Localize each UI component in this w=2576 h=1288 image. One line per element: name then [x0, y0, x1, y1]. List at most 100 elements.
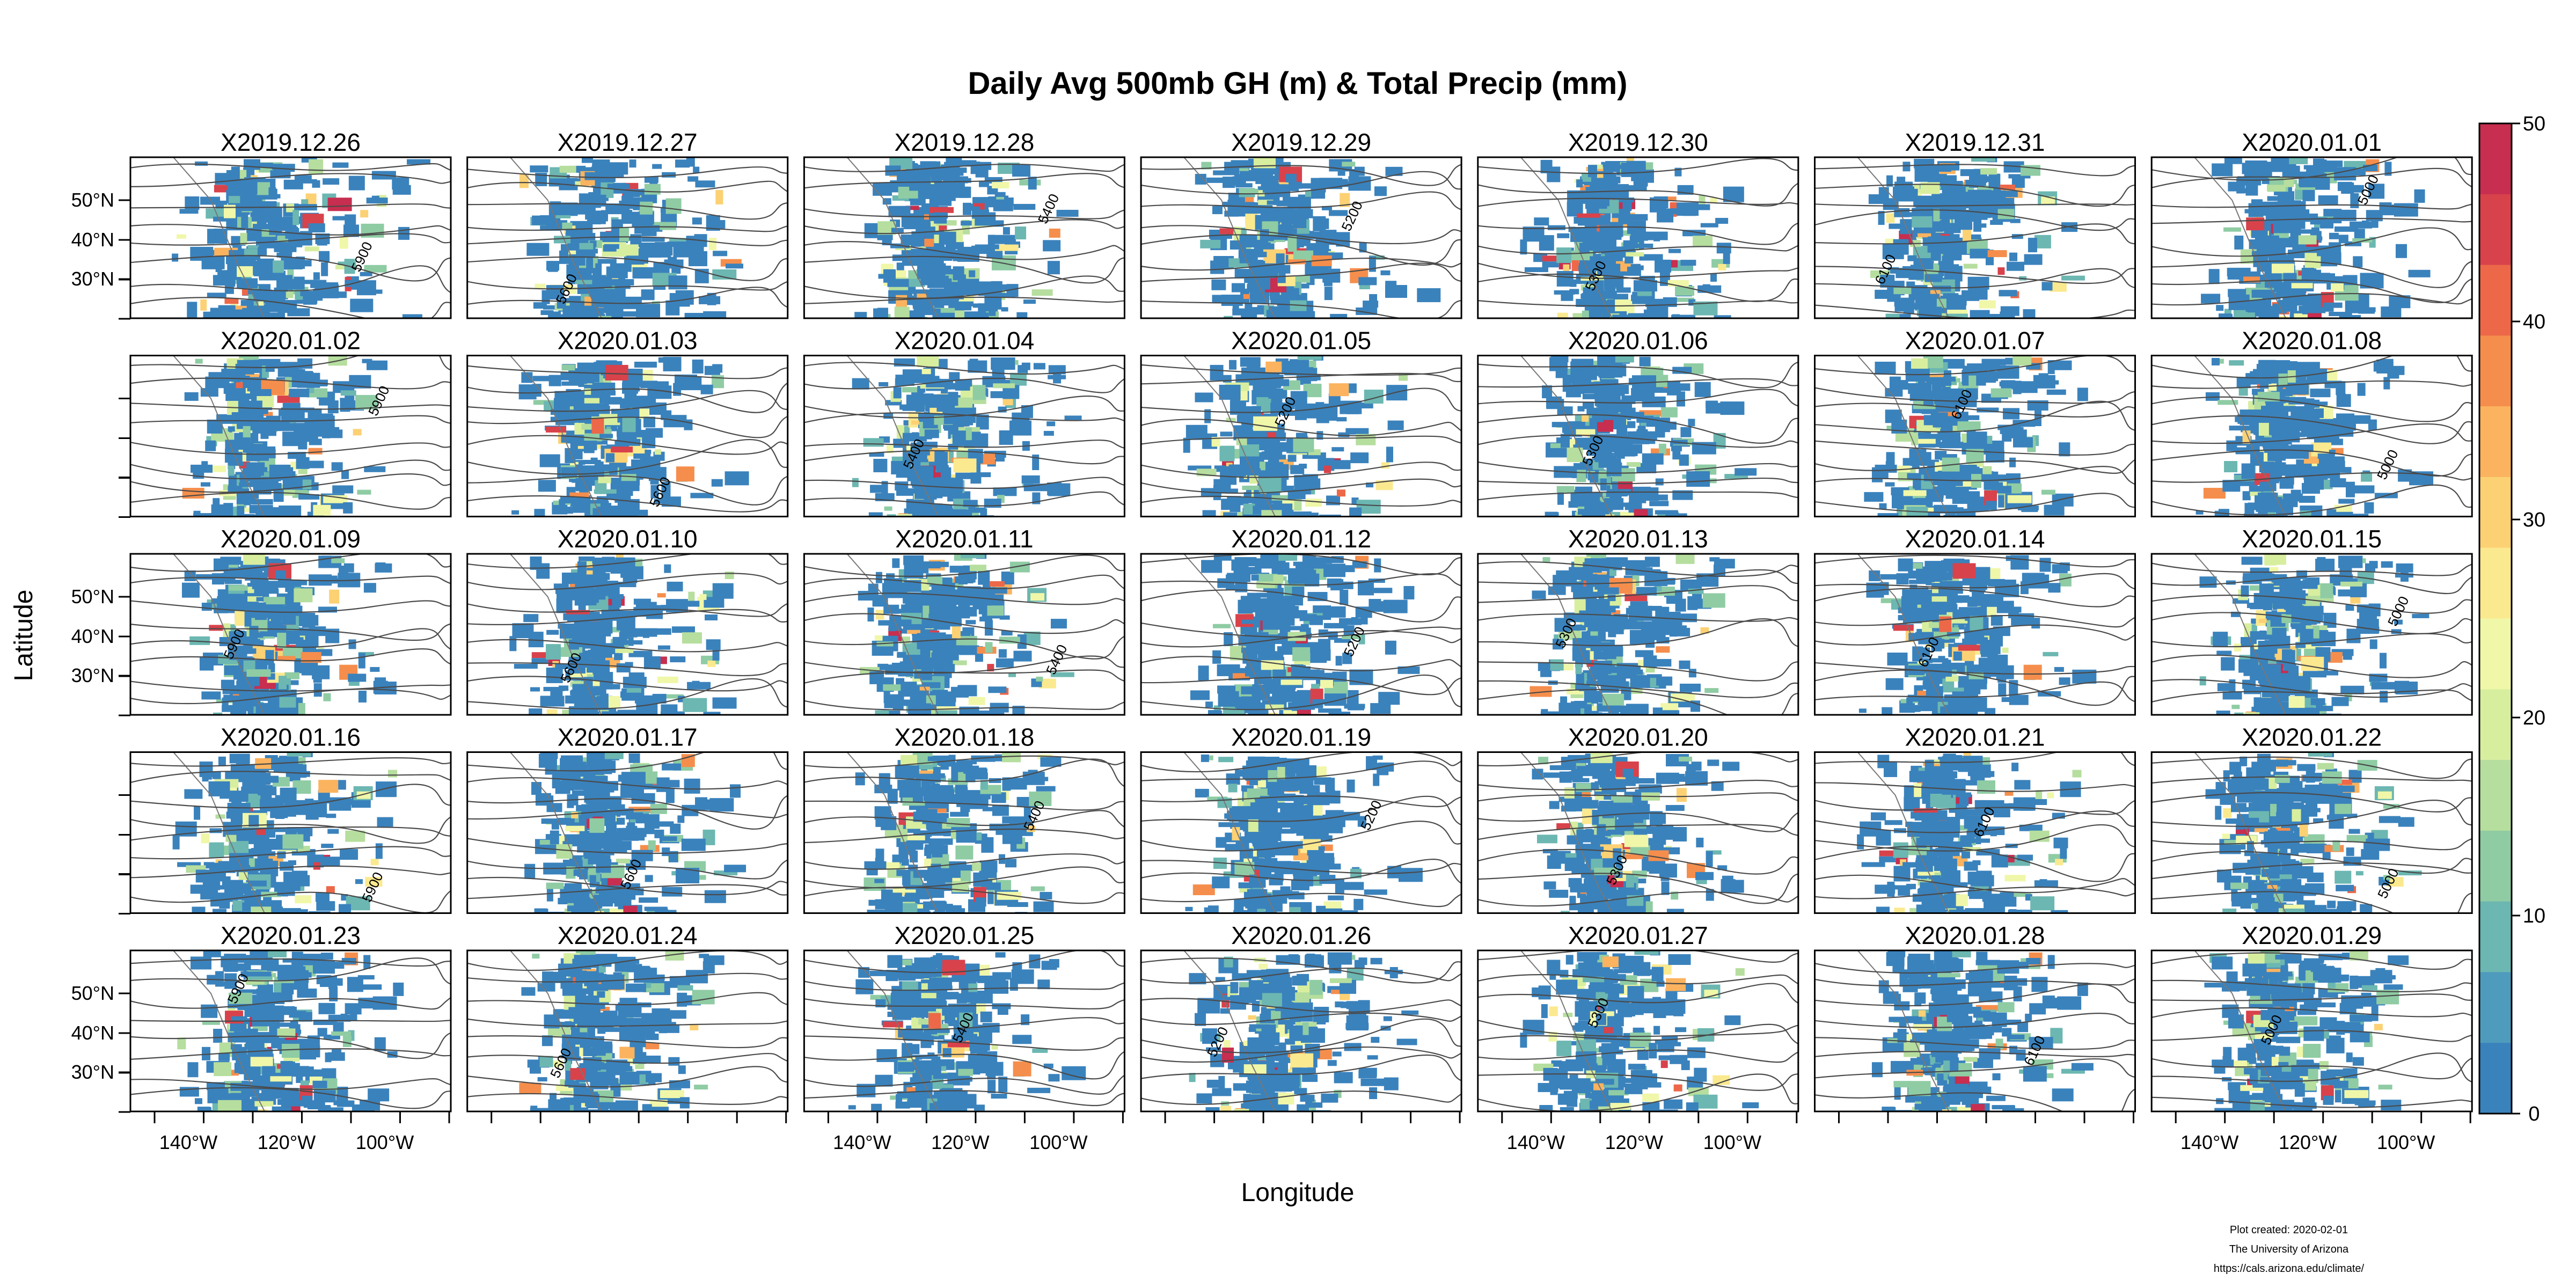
precip-cell	[1246, 605, 1258, 612]
precip-cell	[1378, 692, 1400, 705]
precip-cell	[523, 614, 539, 623]
precip-cell	[984, 292, 1002, 306]
precip-cell	[1912, 438, 1936, 444]
precip-cell	[914, 490, 931, 499]
panel-title: X2020.01.01	[2242, 128, 2382, 156]
precip-cell	[1636, 179, 1648, 187]
precip-cell	[612, 597, 621, 608]
precip-cell	[1349, 507, 1362, 516]
precip-cell	[587, 660, 610, 673]
precip-cell	[2242, 163, 2251, 174]
precip-cell	[1219, 228, 1240, 235]
precip-cell	[921, 705, 946, 710]
precip-cell	[205, 376, 217, 391]
gh-contour	[804, 491, 1125, 507]
precip-cell	[1323, 623, 1348, 628]
precip-cell	[1597, 420, 1614, 432]
precip-cell	[1232, 176, 1243, 181]
precip-cell	[595, 316, 612, 318]
precip-cell	[587, 409, 595, 416]
precip-cell	[1587, 165, 1597, 178]
precip-cell	[332, 216, 348, 221]
precip-cell	[954, 478, 963, 492]
precip-cell	[675, 159, 690, 168]
precip-cell	[1615, 356, 1634, 363]
precip-cell	[1324, 287, 1333, 301]
precip-cell	[953, 266, 964, 281]
precip-cell	[2023, 309, 2036, 318]
precip-cell	[282, 647, 303, 658]
precip-cell	[970, 206, 980, 211]
gh-contour	[1141, 191, 1462, 210]
precip-cell	[2331, 283, 2344, 291]
precip-cell	[2265, 235, 2279, 242]
precip-cell	[668, 275, 687, 290]
precip-cell	[1403, 586, 1415, 599]
precip-cell	[715, 189, 723, 204]
gh-contour	[804, 241, 1125, 260]
gh-contour	[1141, 462, 1462, 478]
precip-cell	[1327, 578, 1342, 588]
panel-frame	[1477, 355, 1799, 517]
precip-cell	[993, 199, 1013, 211]
precip-cell	[2208, 269, 2220, 284]
precip-cell	[1945, 313, 1968, 318]
precip-cell	[2364, 502, 2374, 514]
precip-cell	[519, 173, 529, 188]
panel-title: X2020.01.04	[894, 327, 1034, 355]
precip-cell	[296, 257, 305, 269]
precip-cell	[1333, 460, 1351, 470]
precip-cell	[1956, 295, 1967, 306]
precip-cell	[911, 602, 927, 606]
precip-cell	[228, 269, 241, 275]
precip-cell	[286, 203, 295, 213]
gh-contour	[1477, 245, 1798, 255]
precip-cell	[998, 649, 1007, 658]
precip-cell	[1289, 571, 1313, 584]
precip-cell	[1938, 165, 1960, 171]
precip-cell	[602, 650, 619, 655]
precip-cell	[992, 182, 1009, 189]
precip-cell	[699, 296, 721, 304]
precip-cell	[1356, 434, 1376, 445]
precip-cell	[2216, 358, 2224, 364]
gh-contour	[1477, 262, 1798, 279]
precip-cell	[1366, 482, 1374, 488]
precip-cell	[891, 461, 911, 475]
gh-contour	[804, 669, 1125, 684]
precip-cell	[323, 178, 340, 185]
precip-cell	[584, 433, 602, 442]
precip-cell	[1340, 712, 1350, 715]
precip-cell	[975, 472, 991, 478]
precip-cell	[1597, 264, 1621, 276]
precip-cell	[2024, 254, 2043, 265]
precip-cell	[2383, 377, 2390, 390]
precip-cell	[301, 199, 309, 206]
precip-cell	[1924, 274, 1942, 282]
precip-cell	[2285, 445, 2309, 459]
precip-cell	[671, 626, 695, 633]
precip-cell	[228, 585, 248, 591]
precip-cell	[2350, 221, 2373, 229]
precip-cell	[279, 697, 296, 708]
precip-cell	[1954, 481, 1976, 487]
precip-cell	[1615, 399, 1633, 409]
precip-cell	[1320, 679, 1334, 688]
precip-cell	[640, 380, 658, 389]
precip-cell	[259, 273, 281, 279]
precip-cell	[530, 165, 548, 173]
precip-cell	[1287, 196, 1311, 209]
precip-cell	[1677, 513, 1687, 517]
precip-cell	[1984, 313, 2007, 318]
precip-cell	[1545, 511, 1558, 517]
precip-cell	[1340, 193, 1350, 207]
precip-cell	[2041, 489, 2055, 495]
precip-cell	[1217, 578, 1235, 588]
precip-cell	[683, 698, 707, 712]
precip-cell	[1012, 165, 1031, 177]
coastline	[509, 554, 602, 715]
precip-cell	[1911, 358, 1928, 370]
precip-cell	[1021, 362, 1030, 370]
